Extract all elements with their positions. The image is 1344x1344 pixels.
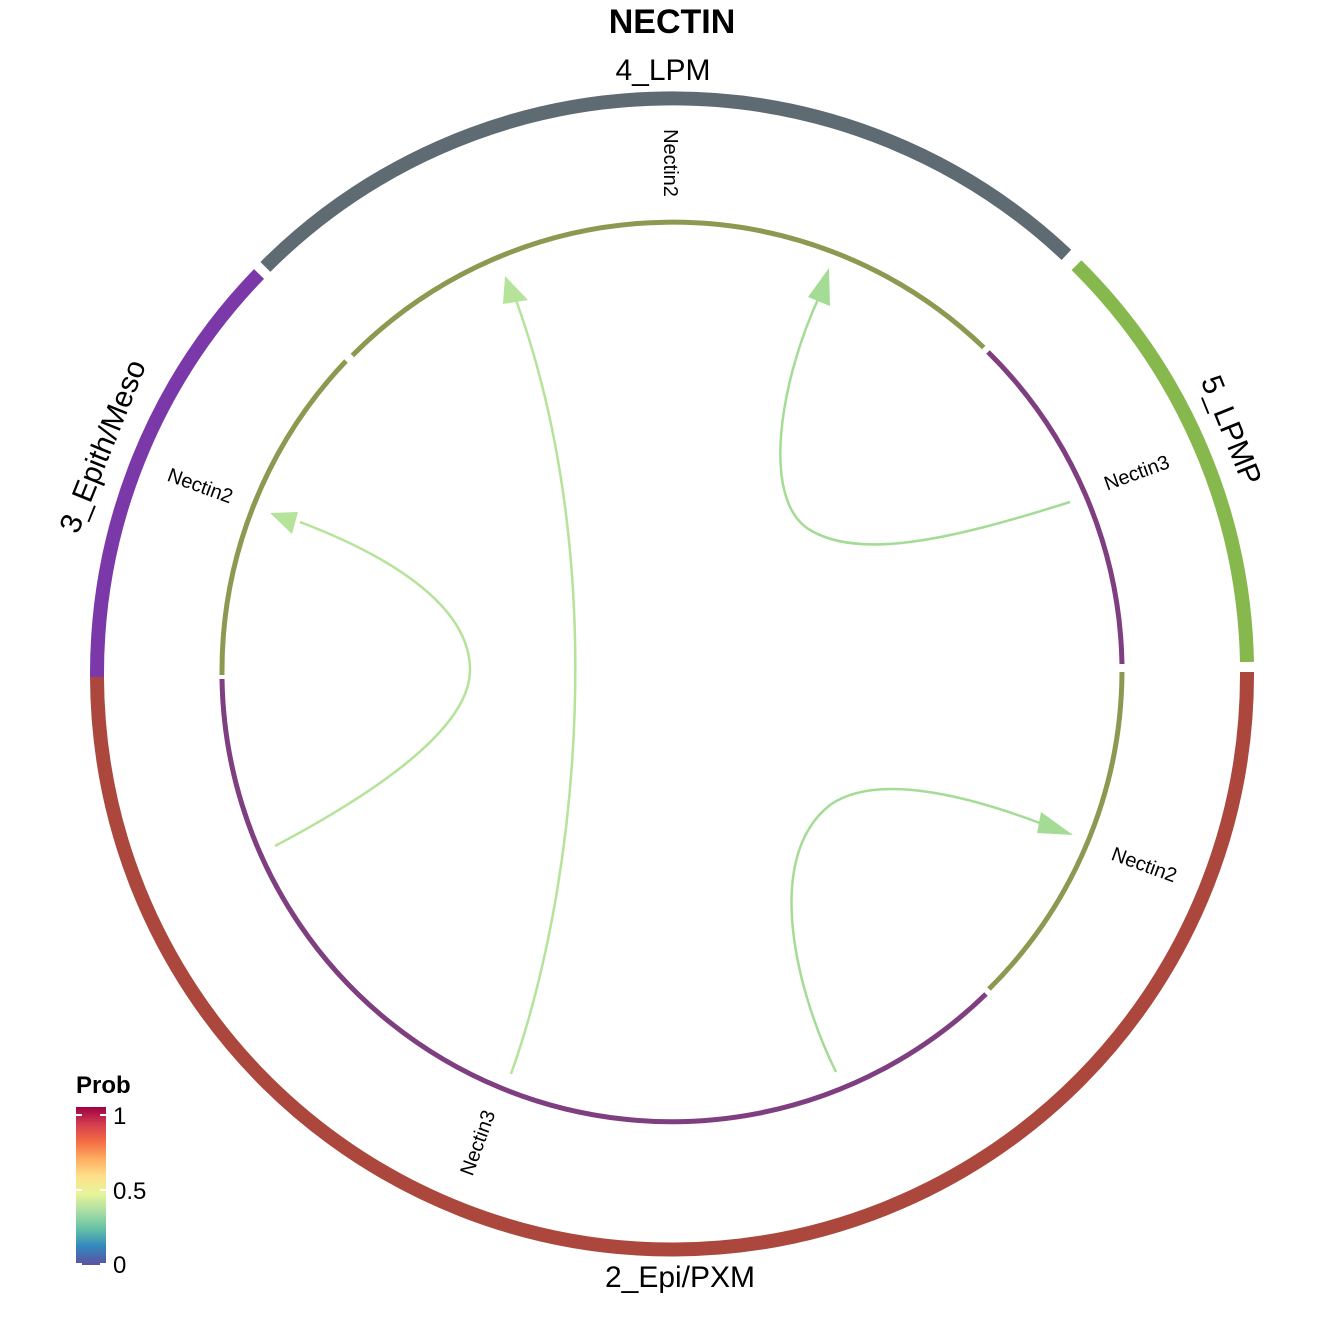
group-arc-3-epith-meso	[89, 269, 265, 678]
gene-label-4-lpm-nectin2: Nectin2	[659, 129, 681, 197]
group-label-4-lpm: 4_LPM	[615, 54, 710, 87]
gene-label-3-epith-meso-nectin2: Nectin2	[164, 464, 235, 508]
gene-arc-4-lpm-nectin2	[350, 219, 986, 358]
gene-label-5-lpmp-nectin3: Nectin3	[1101, 451, 1172, 495]
group-arc-5-lpmp	[1071, 260, 1254, 663]
gene-arc-2-epi-pxm-nectin2	[987, 671, 1125, 991]
legend-title: Prob	[76, 1072, 131, 1099]
link-2-epi-pxm-to-4-lpm	[509, 299, 577, 1075]
legend-tick-0-5: 0.5	[113, 1178, 146, 1205]
gene-label-2-epi-pxm-nectin3: Nectin3	[456, 1107, 500, 1178]
group-arc-2-epi-pxm	[90, 671, 1255, 1257]
link-arrowhead	[270, 512, 298, 534]
gene-label-2-epi-pxm-nectin2: Nectin2	[1108, 843, 1179, 887]
gene-arc-2-epi-pxm-nectin3	[219, 678, 988, 1125]
legend-tick-1: 1	[113, 1103, 126, 1130]
group-label-2-epi-pxm: 2_Epi/PXM	[605, 1261, 755, 1294]
link-5-lpmp-to-4-lpm	[779, 294, 1071, 546]
prob-legend: Prob 1 0.5 0	[76, 1072, 146, 1279]
link-arrowhead	[808, 268, 830, 306]
link-arrowhead	[503, 276, 528, 304]
legend-colorbar	[76, 1107, 106, 1265]
link-arrowhead	[1037, 812, 1073, 835]
group-arc-4-lpm	[260, 91, 1072, 272]
gene-arc-3-epith-meso-nectin2	[219, 359, 348, 676]
link-2-epi-pxm-to-2-epi-pxm	[790, 787, 1046, 1073]
gene-arc-5-lpmp-nectin3	[986, 350, 1125, 665]
diagram-title: NECTIN	[609, 3, 736, 41]
link-2-epi-pxm-to-3-epith-meso	[274, 520, 472, 848]
legend-tick-0: 0	[113, 1252, 126, 1279]
